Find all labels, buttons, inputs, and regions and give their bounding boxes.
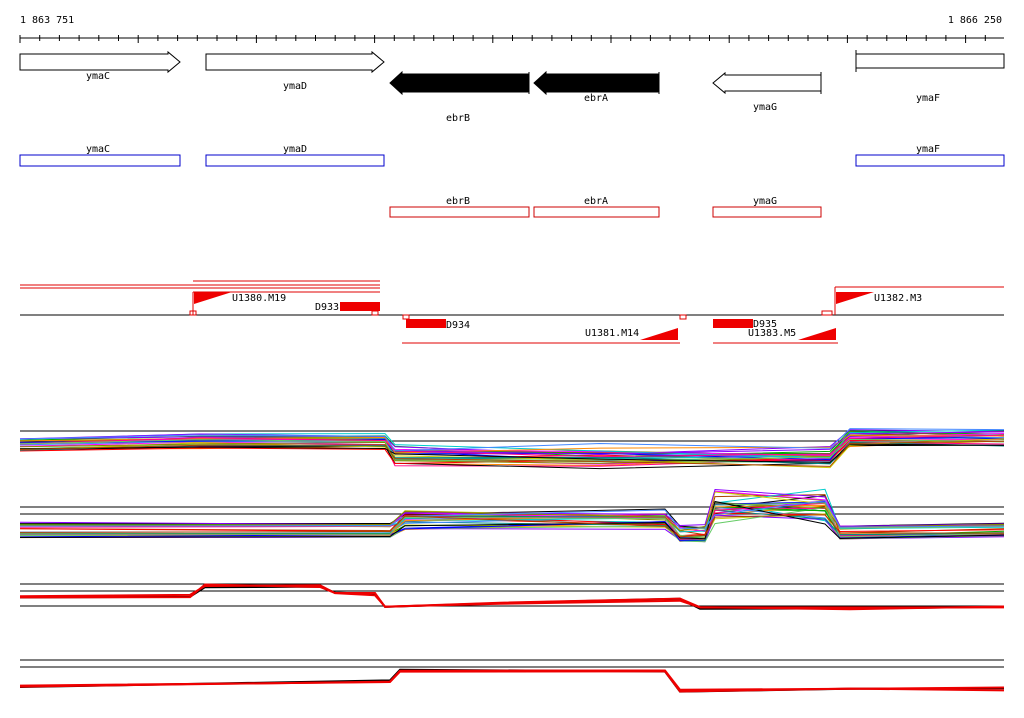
- transcript-triangle: [640, 328, 678, 340]
- gene-label: ymaC: [86, 71, 110, 82]
- transcript-label: U1381.M14: [585, 328, 639, 339]
- gene-arrow: [389, 70, 530, 96]
- profile-line: [19, 502, 1005, 539]
- transcript-label: D934: [446, 320, 470, 331]
- expression-reference-lines: [20, 430, 1004, 668]
- annotation-box: [389, 206, 530, 218]
- transcript-triangle: [194, 292, 232, 304]
- annotation-label: ymaG: [753, 196, 777, 207]
- transcript-triangle: [798, 328, 836, 340]
- transcript-label: U1383.M5: [748, 328, 796, 339]
- annotation-blue-track: [19, 154, 1005, 167]
- transcript-block: [340, 302, 380, 311]
- annotation-label: ymaC: [86, 144, 110, 155]
- annotation-label: ebrA: [584, 196, 608, 207]
- annotation-box: [205, 154, 385, 167]
- ruler-end: 1 866 250: [948, 15, 1002, 26]
- annotation-box: [19, 154, 181, 167]
- transcript-label: D933: [315, 302, 339, 313]
- ruler-start: 1 863 751: [20, 15, 74, 26]
- transcript-features: [194, 292, 874, 340]
- transcript-tick: [679, 314, 687, 320]
- profile-line: [19, 434, 1005, 458]
- gene-arrow: [533, 70, 660, 96]
- transcript-label: U1382.M3: [874, 293, 922, 304]
- transcript-label: D935: [753, 319, 777, 330]
- transcript-tick: [402, 314, 410, 320]
- annotation-label: ebrB: [446, 196, 470, 207]
- transcript-tick: [821, 310, 833, 316]
- gene-track: [19, 50, 1005, 96]
- transcript-tick: [371, 310, 379, 316]
- transcript-label: U1380.M19: [232, 293, 286, 304]
- gene-arrow: [205, 50, 385, 74]
- annotation-box: [712, 206, 822, 218]
- transcript-block: [406, 319, 446, 328]
- gene-label: ymaG: [753, 102, 777, 113]
- gene-arrow: [712, 71, 822, 95]
- annotation-label: ymaD: [283, 144, 307, 155]
- profile-line: [19, 584, 1005, 609]
- profile-line: [19, 431, 1005, 455]
- gene-label: ebrB: [446, 113, 470, 124]
- transcript-block: [713, 319, 753, 328]
- gene-label: ebrA: [584, 93, 608, 104]
- profile-line: [19, 500, 1005, 540]
- transcript-track: [20, 280, 1004, 344]
- profile-line: [19, 488, 1005, 527]
- gene-label: ymaD: [283, 81, 307, 92]
- profile-line: [19, 500, 1005, 530]
- transcript-tick: [189, 310, 197, 316]
- ruler-ticks: [19, 35, 986, 43]
- annotation-box: [855, 154, 1005, 167]
- profile-line: [19, 669, 1005, 691]
- transcript-triangle: [836, 292, 874, 304]
- gene-label: ymaF: [916, 93, 940, 104]
- annotation-label: ymaF: [916, 144, 940, 155]
- annotation-red-track: [389, 206, 822, 218]
- gene-box: [855, 53, 1005, 69]
- gene-arrow: [19, 50, 181, 74]
- annotation-box: [533, 206, 660, 218]
- profile-line: [19, 583, 1005, 611]
- profile-line: [19, 440, 1005, 467]
- profile-line: [19, 428, 1005, 452]
- profile-line: [19, 514, 1005, 538]
- expression-profiles: [19, 428, 1005, 693]
